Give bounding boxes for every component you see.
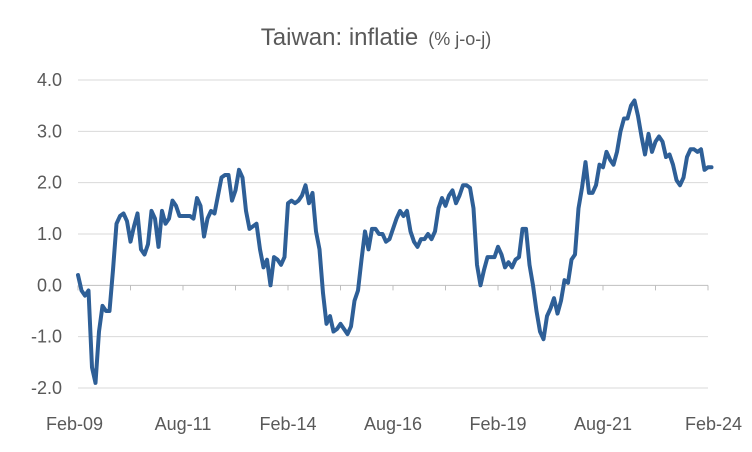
x-tick-label: Feb-14 bbox=[259, 414, 316, 434]
series-group bbox=[76, 98, 714, 385]
y-tick-label: -1.0 bbox=[31, 327, 62, 347]
chart-title: Taiwan: inflatie (% j-o-j) bbox=[261, 24, 491, 51]
y-tick-label: 0.0 bbox=[37, 275, 62, 295]
x-tick-label: Feb-19 bbox=[469, 414, 526, 434]
x-tick-label: Aug-11 bbox=[155, 414, 212, 434]
y-tick-label: -2.0 bbox=[31, 378, 62, 398]
x-tick-label: Feb-09 bbox=[46, 414, 103, 434]
gridlines bbox=[78, 79, 708, 389]
x-tick-label: Feb-24 bbox=[685, 414, 742, 434]
y-tick-label: 4.0 bbox=[37, 70, 62, 90]
y-tick-label: 2.0 bbox=[37, 173, 62, 193]
chart-title-main: Taiwan: inflatie bbox=[261, 24, 418, 51]
y-tick-label: 1.0 bbox=[37, 224, 62, 244]
x-axis bbox=[77, 284, 709, 291]
y-tick-labels: 4.0 3.0 2.0 1.0 0.0 -1.0 -2.0 bbox=[31, 70, 62, 398]
chart-title-unit: (% j-o-j) bbox=[428, 29, 491, 49]
inflation-series-line bbox=[76, 98, 714, 385]
y-tick-label: 3.0 bbox=[37, 121, 62, 141]
x-tick-label: Aug-21 bbox=[574, 414, 632, 434]
x-tick-labels: Feb-09 Aug-11 Feb-14 Aug-16 Feb-19 Aug-21 Feb-… bbox=[46, 414, 742, 434]
x-tick-label: Aug-16 bbox=[364, 414, 422, 434]
